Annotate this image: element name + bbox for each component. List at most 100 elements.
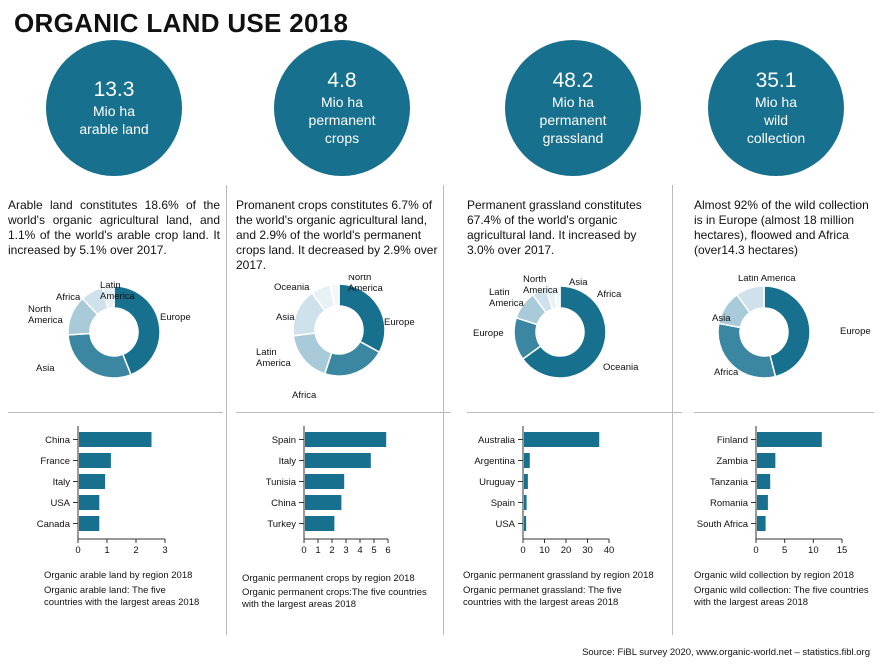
donut-label: Oceania xyxy=(274,282,310,293)
category-label: Italy xyxy=(53,477,71,488)
bar-spain xyxy=(524,495,527,510)
country-bar-chart: Finland Zambia Tanzania Romania South Africa… xyxy=(697,426,848,556)
bar-turkey xyxy=(305,516,335,531)
donut-label: Africa xyxy=(56,292,81,303)
donut-label: Oceania xyxy=(603,362,639,373)
bar-romania xyxy=(757,495,768,510)
bar-zambia xyxy=(757,453,776,468)
stat-unit: wild xyxy=(763,112,789,128)
x-tick-label: 3 xyxy=(162,545,167,556)
bar-caption: Organic wild collection: The five countr… xyxy=(694,585,869,608)
donut-caption: Organic permanent crops by region 2018 xyxy=(242,573,415,584)
x-tick-label: 2 xyxy=(329,545,334,556)
category-label: Romania xyxy=(710,498,749,509)
category-label: Argentina xyxy=(474,456,515,467)
x-tick-label: 15 xyxy=(837,545,848,556)
stat-unit: Mio ha xyxy=(754,94,798,110)
x-tick-label: 5 xyxy=(782,545,787,556)
category-label: USA xyxy=(495,519,515,530)
category-label: Italy xyxy=(279,456,297,467)
donut-slice-europe xyxy=(113,285,161,376)
bar-uruguay xyxy=(524,474,528,489)
donut-label: Asia xyxy=(36,363,55,374)
bar-tanzania xyxy=(757,474,771,489)
bar-caption: Organic permanent crops:The five countri… xyxy=(242,587,427,610)
donut-slice-latin-america xyxy=(101,285,115,310)
stat-circle: 13.3 Mio ha arable land xyxy=(46,40,182,176)
donut-slice-latin-america xyxy=(735,285,765,314)
region-donut-chart: Europe Africa Asia Latin America xyxy=(712,275,871,379)
permanent-grassland-panel: 48.2 Mio ha permanent grassland Permanen… xyxy=(463,40,682,640)
page-title: ORGANIC LAND USE 2018 xyxy=(14,8,349,38)
bar-spain xyxy=(305,432,387,447)
x-tick-label: 4 xyxy=(357,545,362,556)
bar-italy xyxy=(79,474,106,489)
bar-caption: Organic arable land: The five countries … xyxy=(44,585,200,608)
panel-description: Permanent grassland constitutes 67.4% of… xyxy=(467,198,642,257)
bar-canada xyxy=(79,516,100,531)
category-label: Turkey xyxy=(267,519,296,530)
donut-label: Europe xyxy=(384,317,415,328)
stat-unit: Mio ha xyxy=(92,103,136,119)
panel-description: Arable land constitutes 18.6% of the wor… xyxy=(8,198,220,257)
category-label: Tunisia xyxy=(266,477,297,488)
bar-caption: Organic permanet grassland: The five cou… xyxy=(463,585,622,608)
donut-label: Europe xyxy=(840,326,871,337)
category-label: China xyxy=(45,435,71,446)
wild-collection-panel: 35.1 Mio ha wild collection Almost 92% o… xyxy=(694,40,892,640)
x-tick-label: 1 xyxy=(104,545,109,556)
x-tick-label: 6 xyxy=(385,545,390,556)
donut-slice-north-america xyxy=(329,283,340,308)
x-tick-label: 0 xyxy=(301,545,306,556)
donut-slice-europe xyxy=(763,285,811,378)
bar-south-africa xyxy=(757,516,766,531)
stat-unit: permanent xyxy=(308,112,376,128)
x-tick-label: 5 xyxy=(371,545,376,556)
x-tick-label: 2 xyxy=(133,545,138,556)
x-tick-label: 3 xyxy=(343,545,348,556)
donut-label: Latin America xyxy=(100,280,136,302)
donut-label: Africa xyxy=(292,390,317,401)
category-label: Canada xyxy=(37,519,71,530)
donut-caption: Organic permanent grassland by region 20… xyxy=(463,570,654,581)
arable-land-panel: 13.3 Mio ha arable land Arable land cons… xyxy=(8,40,223,640)
stat-circle: 35.1 Mio ha wild collection xyxy=(708,40,844,176)
donut-slice-africa xyxy=(717,322,777,379)
stat-unit: Mio ha xyxy=(551,94,595,110)
section-divider xyxy=(467,412,682,413)
stat-unit: arable land xyxy=(79,121,149,137)
x-tick-label: 0 xyxy=(753,545,758,556)
donut-label: Latin America xyxy=(738,275,796,284)
bar-usa xyxy=(79,495,100,510)
stat-value: 35.1 xyxy=(755,69,797,92)
donut-label: North America xyxy=(28,304,64,326)
country-bar-chart: Australia Argentina Uruguay Spain USA 0 10 20 30… xyxy=(474,426,615,556)
category-label: China xyxy=(271,498,297,509)
donut-caption: Organic wild collection by region 2018 xyxy=(694,570,855,581)
donut-label: Latin America xyxy=(489,287,525,309)
x-tick-label: 30 xyxy=(582,545,593,556)
stat-unit: collection xyxy=(746,130,806,146)
category-label: Spain xyxy=(491,498,515,509)
bar-finland xyxy=(757,432,822,447)
stat-value: 13.3 xyxy=(93,78,135,101)
category-label: Spain xyxy=(272,435,296,446)
bar-italy xyxy=(305,453,371,468)
x-tick-label: 0 xyxy=(520,545,525,556)
bar-china xyxy=(305,495,342,510)
panel-description: Promanent crops constitutes 6.7% of the … xyxy=(236,198,438,272)
donut-label: Asia xyxy=(712,313,731,324)
bar-australia xyxy=(524,432,600,447)
donut-label: North America xyxy=(523,275,559,296)
category-label: France xyxy=(40,456,70,467)
x-tick-label: 1 xyxy=(315,545,320,556)
category-label: Australia xyxy=(478,435,516,446)
x-tick-label: 40 xyxy=(604,545,615,556)
stat-unit: Mio ha xyxy=(320,94,364,110)
x-tick-label: 10 xyxy=(808,545,819,556)
donut-label: Asia xyxy=(569,277,588,288)
panel-description: Almost 92% of the wild collection is in … xyxy=(694,198,869,257)
stat-circle: 4.8 Mio ha permanent crops xyxy=(274,40,410,176)
donut-label: Europe xyxy=(473,328,504,339)
